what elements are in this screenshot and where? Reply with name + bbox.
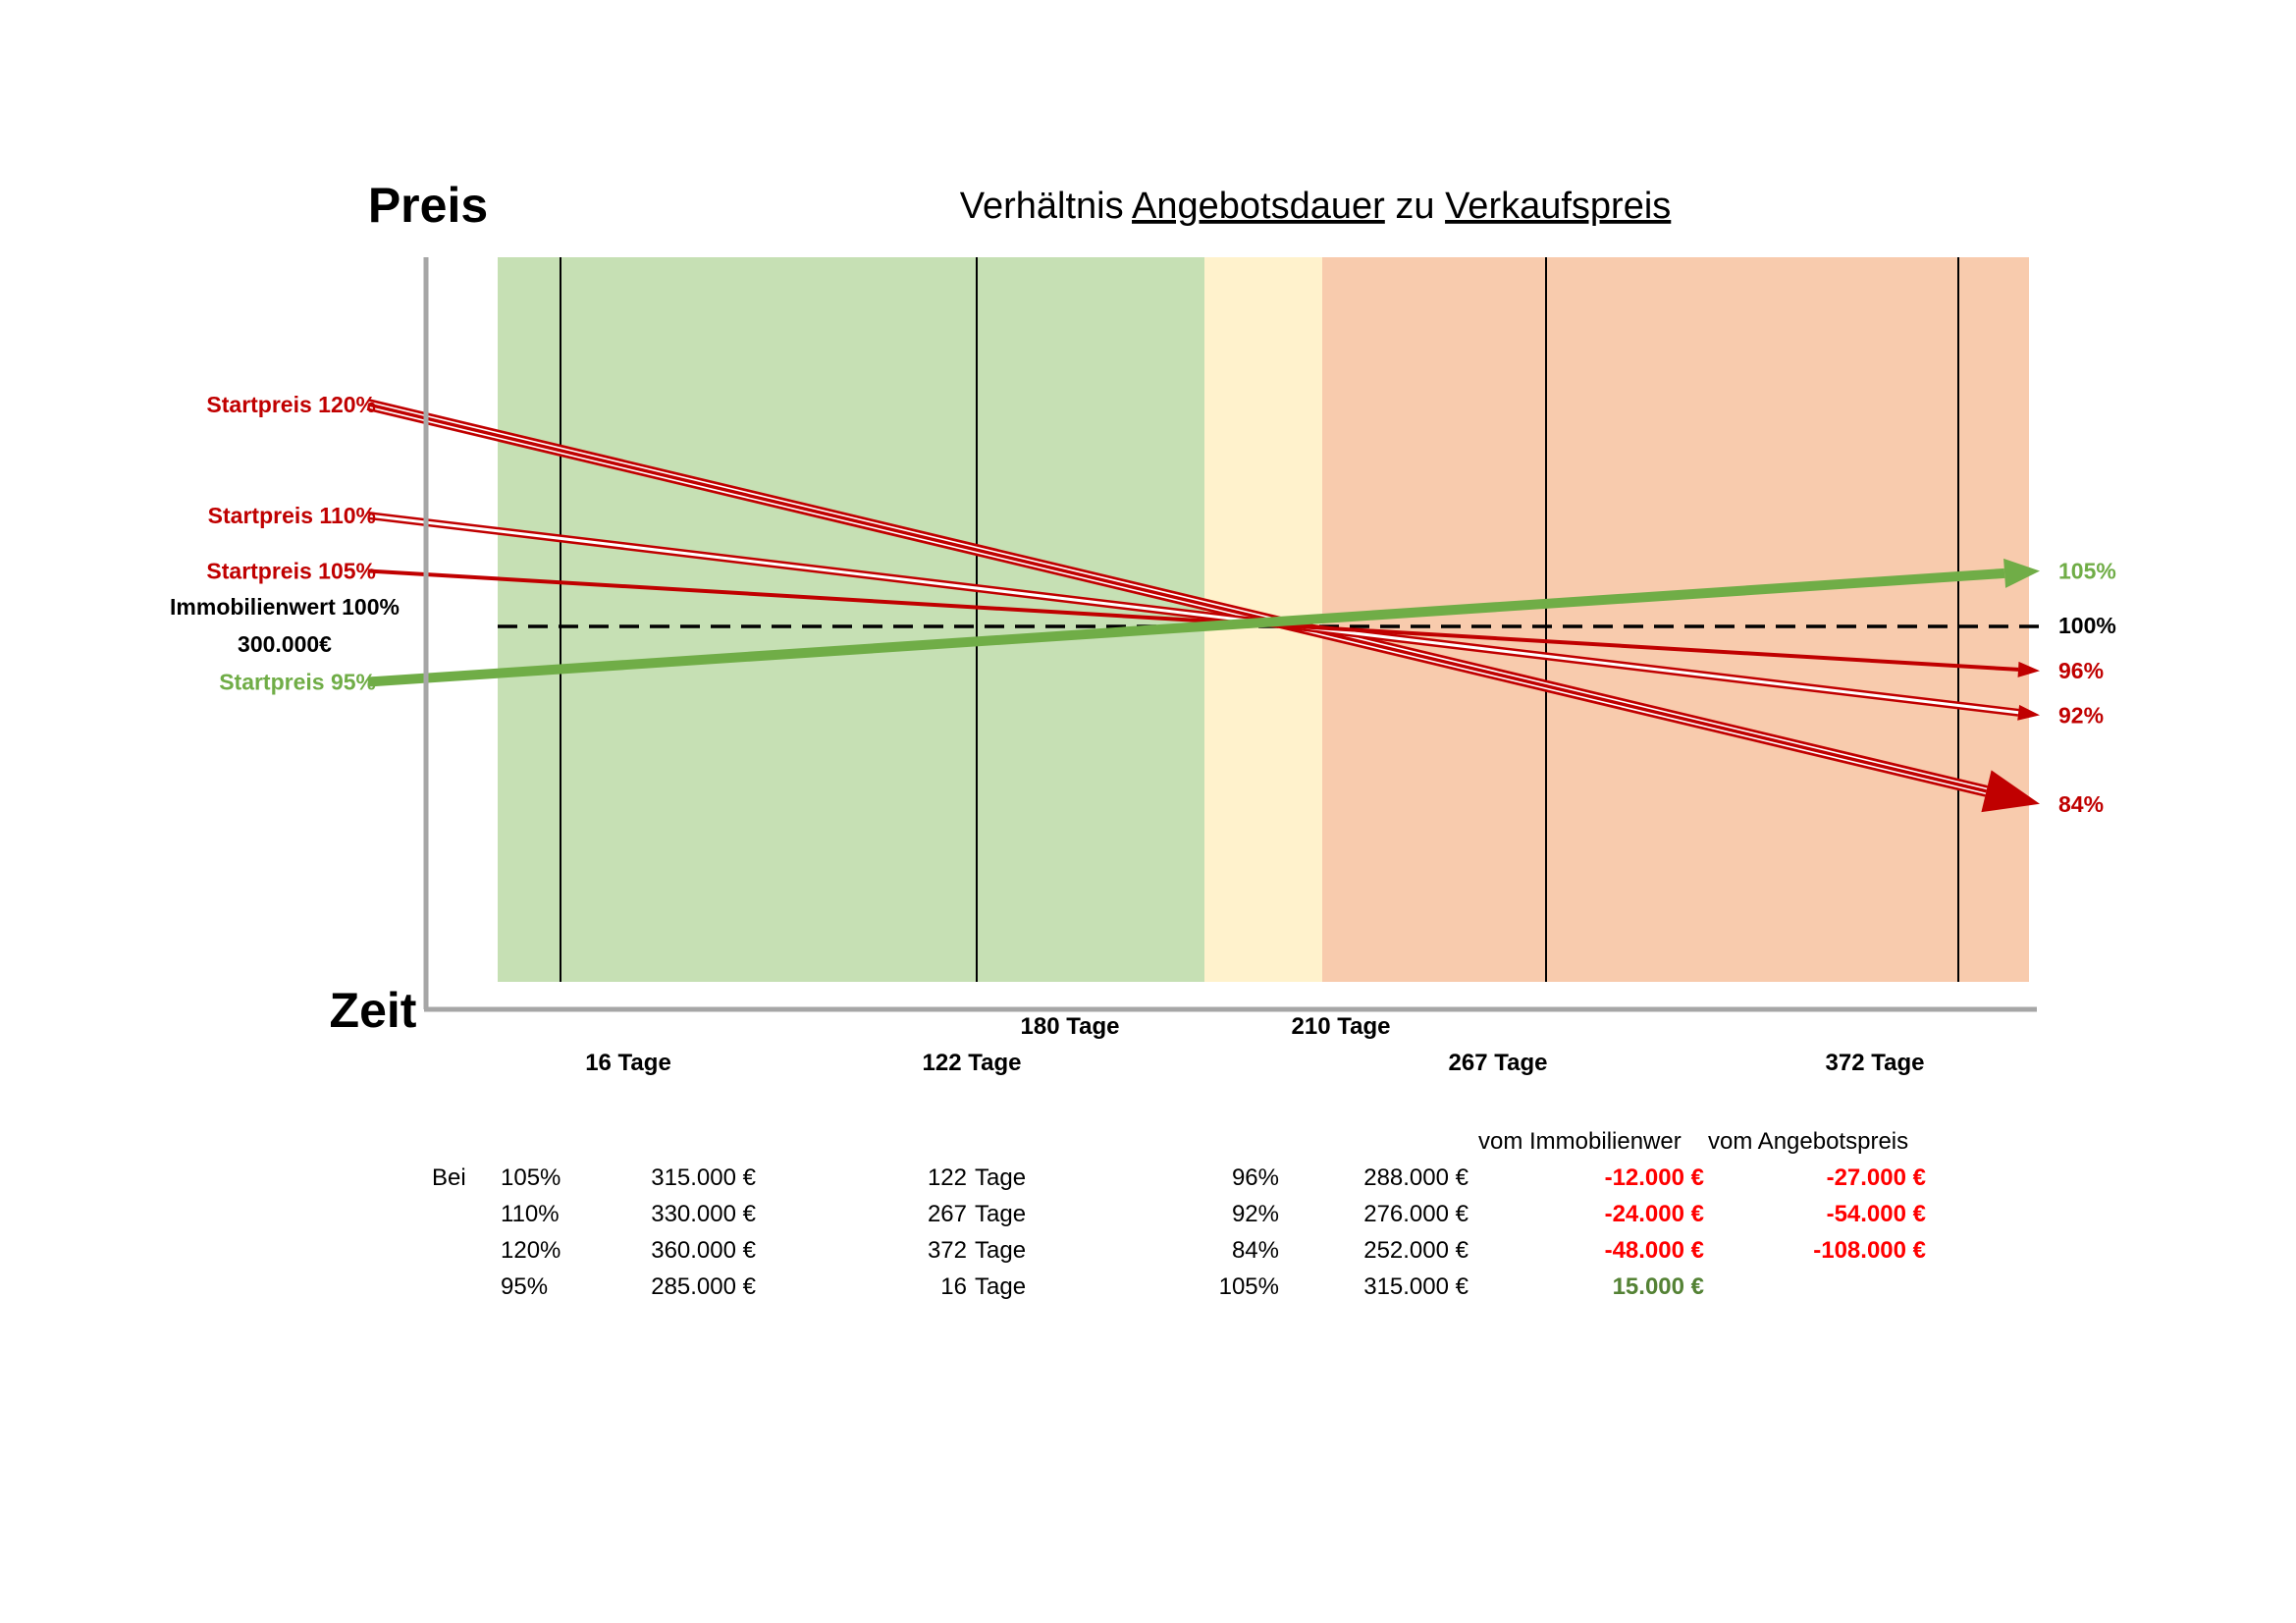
- table-cell-pct: 95%: [501, 1273, 548, 1300]
- reference-left-label-2: 300.000€: [238, 631, 332, 657]
- table-cell-pct: 110%: [501, 1201, 560, 1227]
- arrow-head-110: [2017, 704, 2040, 721]
- arrow-head-120: [1981, 770, 2040, 813]
- table-cell-diff-value: -48.000 €: [1605, 1237, 1704, 1264]
- table-cell-diff-offer: -54.000 €: [1827, 1201, 1926, 1227]
- series-group: [366, 399, 2040, 813]
- table-cell-diff-offer: -27.000 €: [1827, 1164, 1926, 1191]
- x-tick-210: 210 Tage: [1292, 1013, 1391, 1040]
- end-label-96: 96%: [2058, 658, 2104, 683]
- end-label-group: 84% 92% 96% 105%: [2058, 559, 2116, 817]
- x-tick-180: 180 Tage: [1021, 1013, 1120, 1040]
- series-line-inner-110: [367, 514, 2019, 715]
- table-cell-price: 360.000 €: [651, 1237, 756, 1264]
- table-cell-days: 16: [940, 1273, 967, 1300]
- table-cell-diff-value: -24.000 €: [1605, 1201, 1704, 1227]
- table-cell-days: 267: [928, 1201, 967, 1227]
- table-cell-diff-value: -12.000 €: [1605, 1164, 1704, 1191]
- table-cell-days: 372: [928, 1237, 967, 1264]
- series-line-gap-120-0: [368, 401, 1988, 790]
- table-cell-price: 315.000 €: [651, 1164, 756, 1191]
- series-110: [367, 512, 2040, 721]
- table-cell-unit: Tage: [975, 1201, 1026, 1227]
- end-label-92: 92%: [2058, 702, 2104, 728]
- table-cell-unit: Tage: [975, 1237, 1026, 1264]
- reference-right-label: 100%: [2058, 613, 2116, 638]
- table-cell-result-price: 252.000 €: [1363, 1237, 1468, 1264]
- zone-2: [1322, 257, 2029, 982]
- reference-left-label-1: Immobilienwert 100%: [170, 594, 400, 620]
- x-tick-122: 122 Tage: [923, 1050, 1022, 1076]
- x-tick-label-group: 16 Tage 122 Tage 180 Tage 210 Tage 267 Tage 3…: [585, 1013, 1924, 1076]
- series-120: [366, 399, 2040, 813]
- table-cell-result-pct: 96%: [1232, 1164, 1279, 1191]
- start-label-95: Startpreis 95%: [219, 670, 376, 695]
- title-prefix: Verhältnis: [960, 186, 1132, 227]
- start-label-120: Startpreis 120%: [206, 392, 376, 417]
- table-header-left: vom Immobilienwer: [1478, 1128, 1682, 1155]
- series-line-120: [366, 399, 1988, 797]
- table-cell-result-pct: 105%: [1219, 1273, 1279, 1300]
- zone-group: [498, 257, 2029, 982]
- table-cell-result-price: 276.000 €: [1363, 1201, 1468, 1227]
- table-cell-result-pct: 84%: [1232, 1237, 1279, 1264]
- x-tick-267: 267 Tage: [1449, 1050, 1548, 1076]
- table-cell-diff-value: 15.000 €: [1613, 1273, 1704, 1300]
- vertical-marker-group: [560, 257, 1959, 982]
- title-word-verkaufspreis: Verkaufspreis: [1445, 186, 1671, 227]
- x-tick-16: 16 Tage: [585, 1050, 671, 1076]
- table-cell-days: 122: [928, 1164, 967, 1191]
- end-label-105: 105%: [2058, 559, 2116, 584]
- table-header-right: vom Angebotspreis: [1708, 1128, 1908, 1155]
- table-cell-pct: 105%: [501, 1164, 561, 1191]
- result-table: vom Immobilienwer vom Angebotspreis Bei …: [432, 1128, 1926, 1300]
- table-cell-result-pct: 92%: [1232, 1201, 1279, 1227]
- table-cell-result-price: 315.000 €: [1363, 1273, 1468, 1300]
- table-cell-price: 285.000 €: [651, 1273, 756, 1300]
- start-label-105: Startpreis 105%: [206, 559, 376, 584]
- series-line-95: [367, 568, 2005, 687]
- series-95: [367, 558, 2040, 687]
- table-cell-pct: 120%: [501, 1237, 561, 1264]
- series-line-105: [367, 568, 2019, 672]
- end-label-84: 84%: [2058, 791, 2104, 817]
- start-label-110: Startpreis 110%: [208, 503, 376, 528]
- table-cell-unit: Tage: [975, 1164, 1026, 1191]
- title-word-angebotsdauer: Angebotsdauer: [1132, 186, 1385, 227]
- start-label-group: Startpreis 120% Startpreis 110% Startpreis…: [206, 392, 376, 695]
- table-cell-diff-offer: -108.000 €: [1813, 1237, 1926, 1264]
- table-rows: 105% 315.000 € 122 Tage 96% 288.000 € -12.000 …: [501, 1164, 1926, 1300]
- title-middle: zu: [1385, 186, 1445, 227]
- chart-title: Verhältnis Angebotsdauer zu Verkaufsprei…: [960, 186, 1672, 227]
- y-axis-label: Preis: [368, 178, 488, 233]
- table-prefix: Bei: [432, 1164, 466, 1191]
- arrow-head-105: [2017, 661, 2040, 677]
- arrow-head-95: [2003, 558, 2040, 588]
- x-axis-label: Zeit: [330, 983, 417, 1038]
- series-105: [367, 568, 2040, 677]
- table-cell-price: 330.000 €: [651, 1201, 756, 1227]
- x-tick-372: 372 Tage: [1826, 1050, 1925, 1076]
- table-cell-result-price: 288.000 €: [1363, 1164, 1468, 1191]
- zone-0: [498, 257, 1204, 982]
- series-line-gap-120-1: [367, 406, 1987, 794]
- table-cell-unit: Tage: [975, 1273, 1026, 1300]
